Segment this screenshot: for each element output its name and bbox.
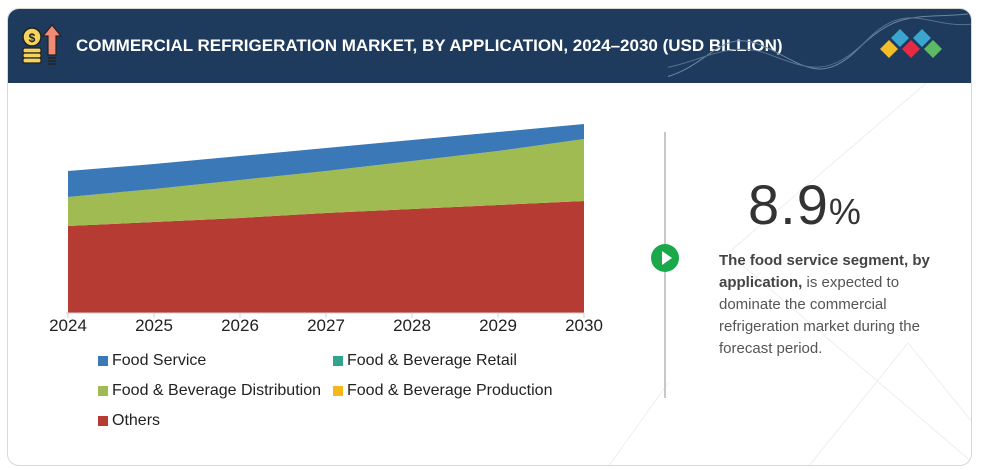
x-tick-label: 2025	[135, 316, 173, 335]
decorative-background-lines	[608, 83, 971, 465]
legend-item: Food & Beverage Distribution	[98, 382, 321, 400]
legend-item: Food & Beverage Retail	[333, 352, 517, 370]
coins-growth-icon: $	[22, 24, 62, 65]
legend-label: Food & Beverage Production	[347, 382, 553, 399]
x-tick-label: 2026	[221, 316, 259, 335]
cagr-unit: %	[828, 191, 861, 232]
chart-title: COMMERCIAL REFRIGERATION MARKET, BY APPL…	[76, 36, 783, 55]
area-food-service	[68, 124, 584, 197]
x-tick-label: 2027	[307, 316, 345, 335]
cagr-stat: 8.9%	[748, 172, 861, 237]
x-tick-label: 2029	[479, 316, 517, 335]
description-rest: is expected to dominate the commercial r…	[719, 274, 920, 357]
legend-item: Others	[98, 412, 160, 430]
legend-swatch	[98, 356, 108, 366]
description-bold: The food service segment, by application…	[719, 252, 930, 291]
play-button[interactable]	[651, 244, 679, 272]
legend-swatch	[333, 386, 343, 396]
legend-label: Food Service	[112, 352, 207, 369]
legend-label: Others	[112, 412, 161, 429]
legend-swatch	[333, 356, 343, 366]
area-others	[68, 201, 584, 313]
x-tick-label: 2028	[393, 316, 431, 335]
legend-label: Food & Beverage Retail	[347, 352, 517, 369]
header-banner: $ COMMERCIAL REFRIGERATION MARKET, BY AP…	[8, 9, 971, 83]
x-tick-label: 2024	[49, 316, 87, 335]
legend-label: Food & Beverage Distribution	[112, 382, 321, 399]
x-tick-label: 2030	[565, 316, 603, 335]
diamond-logo-icon	[880, 29, 942, 58]
svg-text:$: $	[29, 31, 36, 45]
highlight-description: The food service segment, by application…	[719, 250, 941, 360]
cagr-value: 8.9	[748, 173, 829, 236]
legend-item: Food Service	[98, 352, 206, 370]
legend-item: Food & Beverage Production	[333, 382, 552, 400]
play-icon	[661, 251, 672, 265]
area-food-beverage-distribution	[68, 139, 584, 226]
decorative-swirl-lines	[668, 13, 971, 77]
legend-swatch	[98, 416, 108, 426]
legend-swatch	[98, 386, 108, 396]
